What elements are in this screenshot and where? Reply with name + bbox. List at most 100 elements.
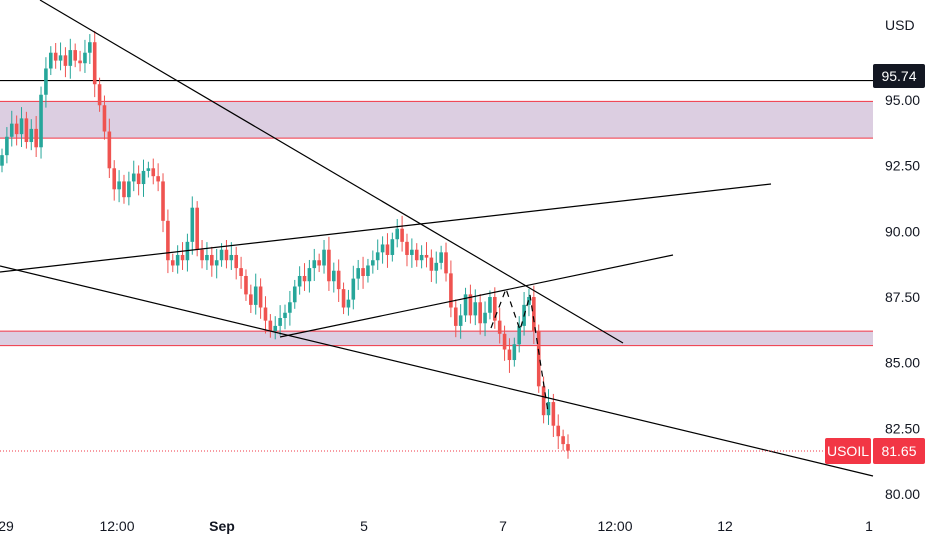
price-tick-label: 80.00: [885, 486, 920, 502]
candle-body: [190, 207, 195, 242]
candle-body: [5, 136, 9, 156]
candle-body: [463, 294, 468, 316]
candle-body: [566, 444, 570, 451]
candle-body: [556, 425, 561, 437]
candle-body: [434, 262, 439, 271]
candle-body: [288, 302, 292, 313]
candle-body: [83, 52, 87, 64]
price-tick-label: 92.50: [885, 158, 920, 174]
candle-body: [405, 241, 409, 255]
candle-body: [292, 286, 297, 303]
candle-body: [400, 228, 404, 242]
candle-body: [161, 181, 165, 221]
candle-body: [117, 181, 121, 190]
candle-body: [395, 228, 400, 240]
candle-body: [97, 84, 102, 106]
candle-body: [78, 60, 82, 64]
candle-body: [414, 249, 419, 261]
last-price-text: 81.65: [881, 443, 916, 459]
candle-body: [312, 260, 317, 269]
candle-body: [29, 128, 34, 143]
ascending-channel-upper[interactable]: [0, 183, 772, 273]
candle-body: [483, 312, 487, 324]
candlestick-series: [0, 30, 570, 459]
candle-body: [449, 273, 453, 308]
candle-body: [297, 275, 302, 287]
candle-body: [58, 55, 63, 61]
time-tick-label: 29: [0, 518, 14, 534]
candle-body: [63, 55, 68, 66]
candle-body: [53, 52, 58, 61]
candle-body: [366, 265, 370, 276]
candle-body: [273, 325, 278, 332]
symbol-tag: [825, 438, 871, 464]
candle-body: [390, 239, 395, 255]
candle-body: [478, 302, 482, 324]
time-tick-label: 7: [499, 518, 507, 534]
candle-body: [512, 344, 517, 361]
candle-body: [146, 168, 151, 171]
price-tick-label: 82.50: [885, 420, 920, 436]
candle-body: [307, 268, 312, 282]
candle-body: [205, 254, 209, 261]
zone-2[interactable]: [0, 331, 873, 346]
candle-body: [341, 289, 346, 308]
candle-body: [224, 249, 229, 261]
candle-body: [122, 181, 126, 198]
time-tick-label: 5: [360, 518, 368, 534]
projection-path-dashed[interactable]: [490, 287, 549, 413]
candle-body: [141, 170, 146, 185]
candle-body: [107, 131, 112, 169]
candle-body: [488, 297, 492, 313]
candle-body: [532, 297, 536, 332]
candle-body: [356, 268, 360, 279]
price-axis[interactable]: USD 95.00 92.50 90.00 87.50 85.00 82.50 80.00: [885, 17, 920, 502]
candle-body: [429, 257, 434, 271]
candle-body: [102, 105, 107, 132]
candle-body: [453, 307, 458, 326]
time-axis[interactable]: 29 12:00 Sep 5 7 12:00 12 1: [0, 518, 873, 534]
candle-body: [214, 260, 219, 266]
candle-body: [536, 331, 541, 387]
candle-body: [88, 42, 92, 53]
candle-body: [151, 168, 156, 177]
candle-body: [371, 260, 375, 266]
candle-body: [9, 123, 14, 137]
candle-body: [380, 244, 385, 253]
candle-body: [283, 312, 287, 319]
time-tick-label: 1: [865, 518, 873, 534]
candle-body: [317, 260, 321, 266]
candle-body: [0, 155, 4, 166]
candle-body: [385, 244, 390, 255]
candle-body: [68, 50, 73, 66]
candle-body: [551, 402, 556, 426]
candle-body: [24, 118, 29, 143]
candle-body: [34, 128, 38, 148]
candle-body: [375, 252, 380, 261]
time-tick-label: 12:00: [597, 518, 632, 534]
candle-body: [127, 181, 131, 198]
candle-body: [561, 436, 565, 445]
trend-line-drawings[interactable]: [0, 0, 874, 477]
candle-body: [210, 254, 214, 266]
candle-body: [180, 254, 185, 261]
currency-label: USD: [885, 17, 915, 33]
ascending-channel-lower[interactable]: [279, 254, 674, 338]
candle-body: [253, 286, 258, 305]
candle-body: [92, 42, 97, 85]
candle-body: [302, 275, 307, 282]
candle-body: [497, 320, 502, 334]
time-tick-label: Sep: [209, 518, 235, 534]
candle-body: [14, 123, 19, 135]
time-tick-label: 12: [717, 518, 733, 534]
supply-demand-zones: [0, 100, 873, 347]
candle-body: [239, 268, 243, 276]
candle-body: [527, 297, 531, 305]
descending-trendline-lower[interactable]: [0, 265, 874, 477]
candle-body: [351, 278, 356, 300]
candle-body: [507, 349, 512, 361]
zone-1[interactable]: [0, 101, 873, 139]
candle-body: [361, 268, 365, 276]
